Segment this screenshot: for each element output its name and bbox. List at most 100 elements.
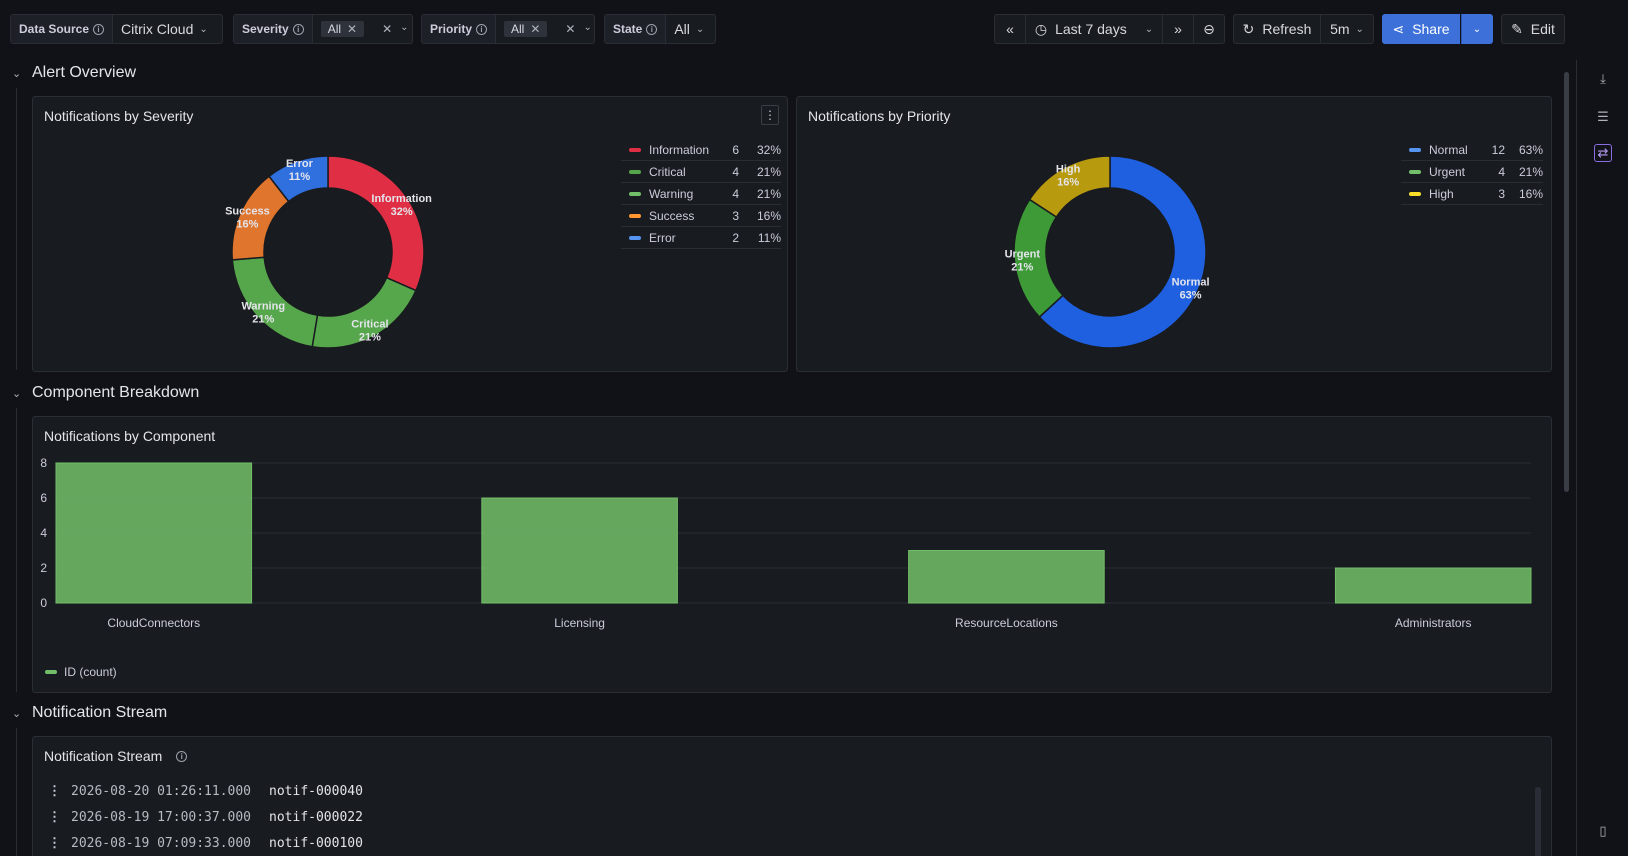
legend-row[interactable]: Warning 4 21% (621, 183, 781, 205)
page-scrollbar[interactable] (1564, 72, 1569, 492)
row-guide (16, 88, 17, 370)
time-range-picker[interactable]: ◷ Last 7 days ⌄ (1025, 14, 1163, 44)
legend-swatch (629, 169, 641, 174)
chevron-down-icon: ⌄ (12, 387, 22, 400)
bar-licensing[interactable] (481, 497, 678, 604)
legend-swatch (629, 235, 641, 240)
time-back-button[interactable]: « (994, 14, 1026, 44)
clear-icon[interactable]: ✕ (382, 22, 393, 36)
severity-variable[interactable]: Severity i All ✕ ✕ ⌄ (233, 14, 413, 44)
panel-title: Notifications by Priority (808, 108, 951, 124)
panel-title-text: Notification Stream (44, 748, 163, 764)
legend-name: High (1429, 186, 1454, 201)
remove-chip-icon[interactable]: ✕ (347, 22, 358, 36)
bar-legend[interactable]: ID (count) (45, 665, 117, 679)
refresh-interval-picker[interactable]: 5m ⌄ (1320, 14, 1374, 44)
row-title: Alert Overview (32, 64, 137, 81)
panel-menu-button[interactable]: ⋮ (761, 105, 779, 125)
transform-icon[interactable]: ⇄ (1594, 144, 1612, 162)
legend-row[interactable]: Success 3 16% (621, 205, 781, 227)
info-icon: i (476, 23, 488, 35)
priority-variable[interactable]: Priority i All ✕ ✕ ⌄ (421, 14, 595, 44)
stream-panel[interactable]: Notification Stream i (32, 736, 1552, 856)
legend-value: 4 (732, 186, 739, 201)
log-line[interactable]: ⋮ 2026-08-19 17:00:37.000 notif-000022 (48, 810, 363, 825)
state-select[interactable]: All ⌄ (666, 15, 712, 43)
row-component-breakdown[interactable]: ⌄ Component Breakdown (12, 384, 199, 402)
state-variable[interactable]: State i All ⌄ (604, 14, 716, 44)
share-menu-button[interactable]: ⌄ (1461, 14, 1493, 44)
bar-resourcelocations[interactable] (908, 550, 1105, 604)
legend-value: 4 (732, 164, 739, 179)
share-icon: ⋖ (1392, 20, 1405, 37)
donut-slice-normal[interactable] (1038, 155, 1207, 349)
clear-icon[interactable]: ✕ (565, 22, 576, 36)
info-icon[interactable]: i (176, 750, 188, 762)
severity-label-text: Severity (242, 22, 289, 36)
right-sidebar: ⤓ ☰ ⇄ ▯ (1576, 60, 1628, 856)
time-forward-button[interactable]: » (1162, 14, 1194, 44)
component-panel[interactable]: Notifications by Component 0 2 4 6 8 CloudCon… (32, 416, 1552, 693)
legend-name: Error (649, 230, 676, 245)
donut-slice-high[interactable] (1028, 155, 1111, 219)
bar-administrators[interactable] (1334, 567, 1532, 604)
zoom-out-button[interactable]: ⊖ (1193, 14, 1225, 44)
severity-select[interactable]: All ✕ ✕ ⌄ (313, 15, 417, 43)
legend-row[interactable]: Error 2 11% (621, 227, 781, 249)
chevron-down-icon: ⌄ (12, 67, 22, 80)
data-source-variable[interactable]: Data Source i Citrix Cloud ⌄ (10, 14, 223, 44)
log-line[interactable]: ⋮ 2026-08-19 07:09:33.000 notif-000100 (48, 836, 363, 851)
bar-cloudconnectors[interactable] (55, 462, 253, 604)
info-icon: i (646, 23, 658, 35)
refresh-button[interactable]: ↻ Refresh (1233, 14, 1321, 44)
log-timestamp: 2026-08-19 07:09:33.000 (71, 836, 252, 851)
priority-select[interactable]: All ✕ ✕ ⌄ (496, 15, 600, 43)
share-button[interactable]: ⋖ Share (1382, 14, 1460, 44)
log-line-menu-icon[interactable]: ⋮ (48, 810, 61, 825)
legend-percent: 11% (757, 230, 781, 245)
severity-panel[interactable]: Notifications by Severity ⋮ Information 3… (32, 96, 788, 372)
log-line-menu-icon[interactable]: ⋮ (48, 836, 61, 851)
edit-button[interactable]: ✎ Edit (1501, 14, 1565, 44)
legend-name: Warning (649, 186, 694, 201)
data-source-label-text: Data Source (19, 22, 90, 36)
legend-name: Information (649, 142, 710, 157)
chevron-down-icon: ⌄ (1144, 23, 1154, 35)
y-tick-label: 4 (40, 526, 47, 540)
legend-row[interactable]: Normal 12 63% (1401, 139, 1543, 161)
priority-chip[interactable]: All ✕ (504, 21, 548, 37)
priority-panel[interactable]: Notifications by Priority Normal 63% Urgen… (796, 96, 1552, 372)
severity-chip[interactable]: All ✕ (320, 21, 365, 37)
log-line-menu-icon[interactable]: ⋮ (48, 784, 61, 799)
legend-percent: 21% (756, 164, 781, 179)
download-icon[interactable]: ⤓ (1600, 71, 1606, 86)
info-icon: i (93, 23, 105, 35)
slice-percent-label: 63% (1180, 289, 1202, 301)
data-source-label: Data Source i (11, 15, 114, 43)
log-notification-id: notif-000100 (269, 836, 363, 851)
zoom-out-icon: ⊖ (1203, 20, 1215, 37)
slice-name-label: Warning (241, 301, 285, 313)
legend-swatch (1409, 191, 1421, 196)
row-title: Notification Stream (32, 704, 168, 721)
remove-chip-icon[interactable]: ✕ (530, 22, 541, 36)
sidebar-toggle-icon[interactable]: ▯ (1599, 823, 1607, 838)
row-alert-overview[interactable]: ⌄ Alert Overview (12, 64, 136, 82)
component-bar-chart: 0 2 4 6 8 CloudConnectors Licensing ResourceLoc… (40, 457, 1532, 630)
legend-row[interactable]: Information 6 32% (621, 139, 781, 161)
donut-slice-information[interactable] (327, 155, 425, 292)
legend-value: 6 (732, 142, 739, 157)
row-notification-stream[interactable]: ⌄ Notification Stream (12, 704, 167, 722)
legend-row[interactable]: High 3 16% (1401, 183, 1543, 205)
outline-icon[interactable]: ☰ (1597, 109, 1609, 124)
log-line[interactable]: ⋮ 2026-08-20 01:26:11.000 notif-000040 (48, 784, 363, 799)
priority-label-text: Priority (430, 22, 473, 36)
stream-scrollbar[interactable] (1535, 787, 1541, 856)
legend-row[interactable]: Urgent 4 21% (1401, 161, 1543, 183)
legend-row[interactable]: Critical 4 21% (621, 161, 781, 183)
severity-chip-text: All (327, 22, 342, 36)
chevron-down-icon: ⌄ (1472, 23, 1482, 35)
data-source-select[interactable]: Citrix Cloud ⌄ (113, 15, 216, 43)
donut-slice-error[interactable] (267, 155, 329, 203)
state-value: All (674, 21, 690, 37)
